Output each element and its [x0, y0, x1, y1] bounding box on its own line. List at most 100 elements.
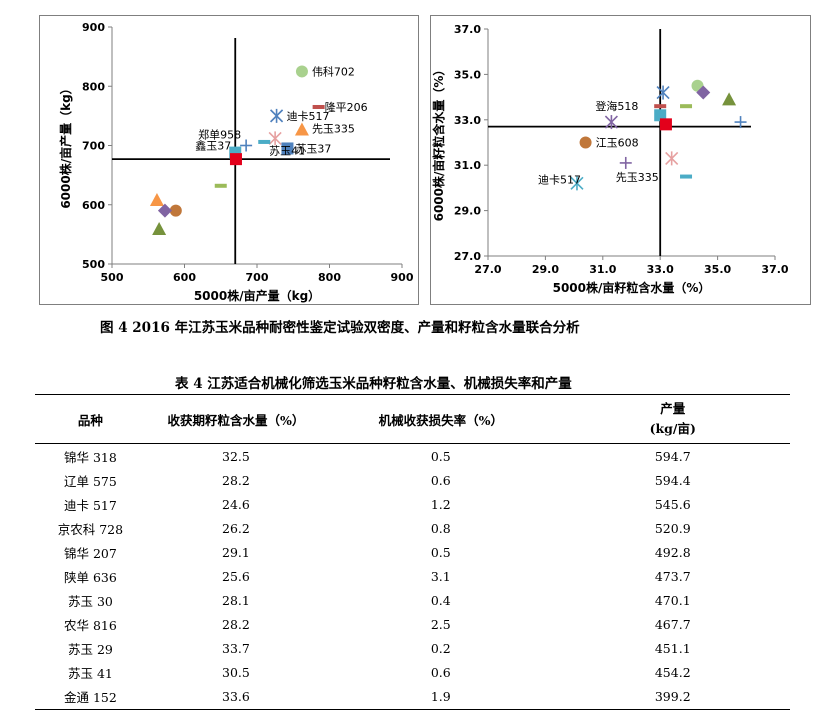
cell-loss-rate: 0.6 — [430, 472, 451, 488]
point-dash — [312, 104, 325, 109]
point-label: 迪卡517 — [538, 173, 581, 186]
table-row: 京农科 728 26.2 0.8 520.9 — [35, 516, 790, 540]
point-circle — [579, 136, 592, 149]
y-tick-label: 900 — [82, 21, 105, 34]
point-label: 迪卡517 — [287, 110, 330, 123]
point-dash — [258, 139, 271, 144]
cell-moisture: 28.1 — [222, 593, 250, 609]
header-yield: 产量 (kg/亩) — [555, 394, 790, 444]
x-tick-label: 27.0 — [474, 263, 501, 276]
point-label: 伟科702 — [312, 64, 355, 78]
cell-variety: 陕单 636 — [64, 570, 117, 586]
x-tick-label: 29.0 — [532, 263, 559, 276]
y-tick-label: 37.0 — [454, 23, 481, 36]
cell-moisture: 32.5 — [222, 448, 250, 464]
moisture-scatter-panel: 27.0 29.0 31.0 33.0 35.0 37.0 27.0 29.0 31.0 33.0… — [430, 15, 811, 305]
data-points — [570, 79, 747, 191]
x-tick-label: 800 — [318, 271, 341, 284]
header-moisture: 收获期籽粒含水量（%） — [145, 394, 327, 444]
cell-moisture: 29.1 — [222, 544, 250, 560]
cell-variety: 苏玉 41 — [67, 666, 113, 682]
point-triangle — [722, 92, 737, 106]
point-plus — [619, 156, 632, 169]
y-axis-title: 6000株/亩籽粒含水量（%） — [431, 64, 446, 222]
y-tick-label: 600 — [82, 199, 105, 212]
x-tick-label: 37.0 — [761, 263, 788, 276]
point-label: 鑫玉37 — [195, 139, 231, 153]
yield-scatter-panel: 500 600 700 800 900 500 600 700 800 900 5000株/亩产量（… — [39, 15, 419, 305]
y-tick-label: 27.0 — [454, 250, 481, 263]
x-axis-title: 5000株/亩产量（kg） — [194, 288, 320, 303]
cell-loss-rate: 2.5 — [430, 617, 451, 633]
y-axis-title: 6000株/亩产量（kg） — [58, 82, 73, 208]
point-plus — [734, 116, 747, 129]
y-tick-label: 500 — [82, 258, 105, 271]
point-label: 先玉335 — [616, 171, 659, 184]
x-tick-label: 900 — [391, 271, 414, 284]
cell-loss-rate: 0.6 — [430, 665, 451, 681]
cell-moisture: 28.2 — [222, 617, 250, 633]
table-row: 农华 816 28.2 2.5 467.7 — [35, 613, 790, 637]
point-asterisk — [268, 131, 282, 146]
point-dash — [654, 104, 667, 109]
cell-variety: 迪卡 517 — [64, 497, 117, 513]
cell-yield: 594.7 — [654, 448, 691, 464]
table-row: 辽单 575 28.2 0.6 594.4 — [35, 468, 790, 492]
x-tick-label: 600 — [173, 271, 196, 284]
yield-scatter-chart: 500 600 700 800 900 500 600 700 800 900 5000株/亩产量（… — [58, 21, 414, 303]
point-label: 郑单958 — [198, 128, 241, 142]
cell-variety: 辽单 575 — [64, 473, 117, 489]
point-label: 苏玉41 — [269, 144, 305, 157]
moisture-scatter-chart: 27.0 29.0 31.0 33.0 35.0 37.0 27.0 29.0 31.0 33.0… — [431, 23, 789, 295]
cell-variety: 苏玉 29 — [67, 642, 113, 658]
table-row: 锦华 318 32.5 0.5 594.7 — [35, 444, 790, 469]
header-yield-line2: (kg/亩) — [649, 421, 696, 436]
cell-moisture: 26.2 — [222, 520, 250, 536]
table-row: 陕单 636 25.6 3.1 473.7 — [35, 564, 790, 588]
header-yield-line1: 产量 — [660, 401, 686, 416]
cell-loss-rate: 0.2 — [430, 641, 451, 657]
cell-yield: 467.7 — [654, 617, 691, 633]
x-tick-label: 35.0 — [704, 263, 731, 276]
point-plus — [240, 139, 253, 152]
x-axis-title: 5000株/亩籽粒含水量（%） — [553, 280, 711, 295]
table-caption: 表 4 江苏适合机械化筛选玉米品种籽粒含水量、机械损失率和产量 — [175, 376, 572, 392]
point-label: 隆平206 — [325, 100, 368, 114]
cell-variety: 锦华 318 — [64, 449, 117, 465]
cell-moisture: 25.6 — [222, 569, 250, 585]
cell-yield: 399.2 — [555, 684, 790, 711]
cell-variety: 农华 816 — [64, 618, 117, 634]
table-row: 金通 152 33.6 1.9 399.2 — [35, 684, 790, 711]
point-label: 登海518 — [595, 99, 638, 113]
cell-variety: 金通 152 — [35, 684, 146, 711]
cell-yield: 594.4 — [654, 472, 691, 488]
table-row: 苏玉 30 28.1 0.4 470.1 — [35, 589, 790, 613]
figure-caption: 图 4 2016 年江苏玉米品种耐密性鉴定试验双密度、产量和籽粒含水量联合分析 — [100, 320, 580, 336]
cell-yield: 545.6 — [654, 496, 691, 512]
header-variety: 品种 — [35, 394, 146, 444]
cell-moisture: 33.7 — [222, 641, 250, 657]
point-dash — [680, 174, 693, 179]
point-dash — [680, 104, 693, 109]
variety-data-table: 品种 收获期籽粒含水量（%） 机械收获损失率（%） 产量 (kg/亩) 锦华 3… — [35, 394, 790, 711]
cell-yield: 451.1 — [654, 641, 691, 657]
table-row: 迪卡 517 24.6 1.2 545.6 — [35, 492, 790, 516]
point-diamond — [157, 203, 172, 218]
point-triangle — [294, 122, 309, 136]
cell-yield: 473.7 — [654, 569, 691, 585]
cell-loss-rate: 1.2 — [430, 496, 451, 512]
cell-variety: 苏玉 30 — [67, 594, 113, 610]
point-asterisk — [656, 85, 670, 100]
cell-moisture: 24.6 — [222, 496, 250, 512]
cell-yield: 520.9 — [654, 520, 691, 536]
y-tick-label: 29.0 — [454, 205, 481, 218]
table-row: 苏玉 41 30.5 0.6 454.2 — [35, 661, 790, 685]
table-row: 锦华 207 29.1 0.5 492.8 — [35, 540, 790, 564]
cell-moisture: 28.2 — [222, 472, 250, 488]
cell-loss-rate: 0.5 — [430, 448, 451, 464]
y-tick-label: 33.0 — [454, 114, 481, 127]
cell-loss-rate: 0.8 — [430, 520, 451, 536]
point-triangle — [149, 193, 164, 207]
point-asterisk — [665, 151, 679, 166]
table-header-row: 品种 收获期籽粒含水量（%） 机械收获损失率（%） 产量 (kg/亩) — [35, 394, 790, 444]
